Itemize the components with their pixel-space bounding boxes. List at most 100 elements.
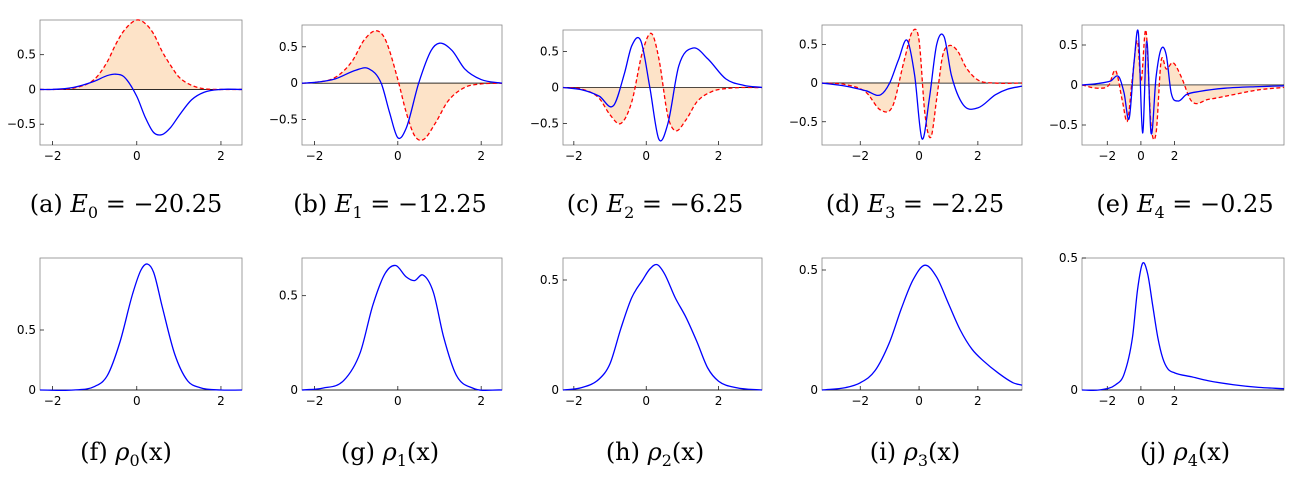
panel-caption: (c) E2 = −6.25 [567,190,743,222]
imaginary-part-line [1081,29,1285,135]
imaginary-part-line [39,73,243,136]
panel-caption: (h) ρ2(x) [606,438,704,470]
y-tick-label: −0.5 [7,117,36,131]
x-tick-label: −2 [565,394,583,408]
x-tick-label: 0 [133,394,141,408]
real-part-fill [822,29,1022,138]
panel-caption: (f) ρ0(x) [80,438,172,470]
imaginary-part-line [562,36,763,142]
plot-frame [39,257,243,391]
plot-frame [1081,257,1285,391]
y-tick-label: 0 [28,383,36,397]
plot-frame [301,24,503,146]
panel-caption: (d) E3 = −2.25 [826,190,1004,222]
panel-h: 0 0.5 −2 0 2 (h) ρ2(x) [540,257,763,470]
density-line [562,263,763,391]
panel-g: 0 0.5 −2 0 2 (g) ρ1(x) [279,257,503,470]
y-tick-label: 0 [810,383,818,397]
y-tick-label: 0 [810,76,818,90]
x-tick-label: 2 [477,149,485,163]
y-tick-label: 0 [1070,383,1078,397]
y-tick-label: −0.5 [269,113,298,127]
y-tick-label: 0 [290,76,298,90]
panel-i: 0 0.5 −2 0 2 (i) ρ3(x) [799,257,1023,470]
y-tick-label: 0 [290,383,298,397]
y-tick-label: 0 [1070,78,1078,92]
panel-c: −0.5 0 0.5 −2 0 2 (c) E2 = −6.25 [530,29,763,222]
y-tick-label: 0.5 [799,37,818,51]
panel-caption: (i) ρ3(x) [870,438,961,470]
y-tick-label: 0 [551,81,559,95]
x-tick-label: 2 [1171,394,1179,408]
y-tick-label: 0.5 [799,263,818,277]
real-part-fill [302,30,502,141]
y-tick-label: 0 [28,82,36,96]
x-tick-label: 2 [1171,149,1179,163]
x-tick-label: −2 [44,149,62,163]
y-tick-label: −0.5 [789,115,818,129]
x-tick-label: −2 [1098,149,1116,163]
density-line [821,264,1023,391]
y-tick-label: 0.5 [17,323,36,337]
x-tick-label: −2 [851,149,869,163]
y-tick-label: 0.5 [279,289,298,303]
x-tick-label: 2 [974,394,982,408]
plot-frame [301,257,503,391]
x-tick-label: −2 [306,394,324,408]
x-tick-label: −2 [565,149,583,163]
x-tick-label: 2 [477,394,485,408]
panel-caption: (g) ρ1(x) [341,438,439,470]
x-tick-label: 0 [394,149,402,163]
y-tick-label: −0.5 [1049,118,1078,132]
panel-f: 0 0.5 −2 0 2 (f) ρ0(x) [17,257,243,470]
y-tick-label: 0.5 [279,40,298,54]
y-tick-label: 0.5 [1059,251,1078,265]
y-tick-label: 0.5 [540,273,559,287]
x-tick-label: 0 [133,149,141,163]
panel-j: 0 0.5 −2 0 2 (j) ρ4(x) [1059,251,1285,470]
x-tick-label: −2 [44,394,62,408]
y-tick-label: 0 [551,383,559,397]
x-tick-label: 0 [394,394,402,408]
plot-frame [562,257,763,391]
panel-a: −0.5 0 0.5 −2 0 2 (a) E0 = −20.25 [7,19,243,222]
x-tick-label: 2 [715,149,723,163]
panel-caption: (e) E4 = −0.25 [1096,190,1273,222]
imaginary-part-line [301,42,503,140]
x-tick-label: 0 [1137,149,1145,163]
x-tick-label: −2 [1098,394,1116,408]
density-line [39,263,243,392]
x-tick-label: 0 [1137,394,1145,408]
density-line [1081,262,1285,392]
x-tick-label: 2 [217,394,225,408]
y-tick-label: 0.5 [1059,38,1078,52]
x-tick-label: 2 [974,149,982,163]
real-part-line [562,32,763,132]
panel-e: −0.5 0 0.5 −2 0 2 (e) E4 = −0.25 [1049,24,1285,222]
y-tick-label: 0.5 [540,45,559,59]
panel-d: −0.5 0 0.5 −2 0 2 (d) E3 = −2.25 [789,24,1023,222]
x-tick-label: 0 [642,394,650,408]
x-tick-label: 0 [915,149,923,163]
plot-frame [39,19,243,146]
real-part-line [821,28,1023,139]
density-line [301,264,503,392]
x-tick-label: 0 [642,149,650,163]
x-tick-label: −2 [851,394,869,408]
x-tick-label: 0 [915,394,923,408]
plot-frame [821,257,1023,391]
x-tick-label: 2 [217,149,225,163]
imaginary-part-line [821,33,1023,140]
panel-caption: (a) E0 = −20.25 [30,190,223,222]
y-tick-label: 0.5 [17,48,36,62]
real-part-line [301,30,503,141]
panel-caption: (j) ρ4(x) [1140,438,1230,470]
real-part-fill [40,19,242,90]
plot-frame [821,24,1023,146]
x-tick-label: −2 [306,149,324,163]
panel-b: −0.5 0 0.5 −2 0 2 (b) E1 = −12.25 [269,24,503,222]
panel-caption: (b) E1 = −12.25 [293,190,487,222]
x-tick-label: 2 [715,394,723,408]
y-tick-label: −0.5 [530,116,559,130]
